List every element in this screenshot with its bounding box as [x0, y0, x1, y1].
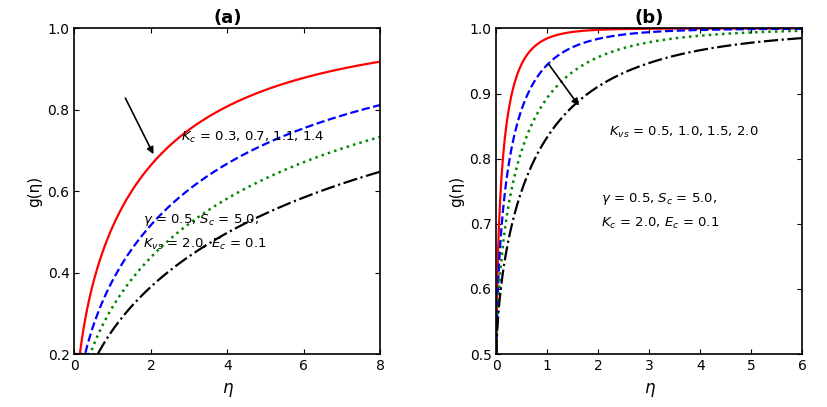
X-axis label: η: η: [644, 379, 654, 396]
Y-axis label: g(η): g(η): [449, 176, 464, 207]
X-axis label: η: η: [222, 379, 232, 396]
Title: (a): (a): [213, 9, 241, 27]
Title: (b): (b): [634, 9, 664, 27]
Text: $\gamma$ = 0.5, $S_c$ = 5.0,
$K_c$ = 2.0, $E_c$ = 0.1: $\gamma$ = 0.5, $S_c$ = 5.0, $K_c$ = 2.0…: [601, 191, 719, 231]
Text: $\gamma$ = 0.5, $S_c$ = 5.0,
$K_{vs}$ = 2.0, $E_c$ = 0.1: $\gamma$ = 0.5, $S_c$ = 5.0, $K_{vs}$ = …: [143, 212, 267, 252]
Text: $K_{vs}$ = 0.5, 1.0, 1.5, 2.0: $K_{vs}$ = 0.5, 1.0, 1.5, 2.0: [609, 125, 758, 140]
Text: $K_c$ = 0.3, 0.7, 1.1, 1.4: $K_c$ = 0.3, 0.7, 1.1, 1.4: [181, 129, 325, 144]
Y-axis label: g(η): g(η): [27, 176, 42, 207]
